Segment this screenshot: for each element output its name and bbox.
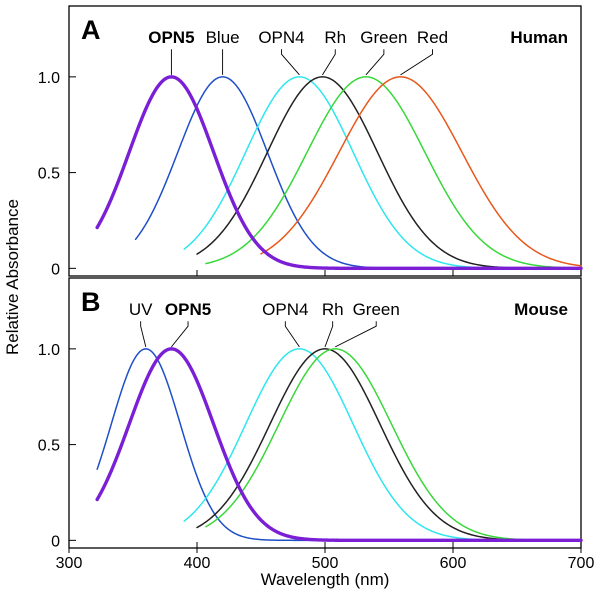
- x-tick-label-4: 700: [568, 555, 595, 572]
- leader-mouse-green: [335, 321, 377, 348]
- curve-human-red: [260, 76, 582, 267]
- label-mouse-rh: Rh: [322, 300, 344, 319]
- label-mouse-uv: UV: [129, 300, 153, 319]
- y-axis-title: Relative Absorbance: [3, 199, 22, 355]
- panel-human: A Human OPN5 Blue OPN4 Rh Green Red 0 0.5 1.0: [38, 5, 583, 278]
- label-human-opn4: OPN4: [258, 28, 304, 47]
- leader-mouse-rh: [324, 321, 334, 348]
- leader-human-green: [365, 49, 385, 76]
- panel-mouse-letter: B: [81, 287, 101, 317]
- y-tick-label-mouse-0: 0: [51, 533, 60, 550]
- x-tick-label-3: 600: [440, 555, 467, 572]
- leader-mouse-uv: [140, 321, 147, 347]
- curve-human-opn5: [95, 75, 583, 271]
- x-tick-label-0: 300: [56, 555, 83, 572]
- leader-human-rh: [322, 49, 336, 76]
- label-human-green: Green: [360, 28, 407, 47]
- label-human-red: Red: [417, 28, 448, 47]
- y-tick-label-mouse-2: 1.0: [38, 342, 60, 359]
- curve-human-green: [205, 76, 582, 269]
- leader-human-red: [400, 49, 433, 76]
- y-tick-label-human-2: 1.0: [38, 70, 60, 87]
- panel-mouse-species: Mouse: [514, 300, 568, 319]
- panel-human-letter: A: [81, 15, 101, 45]
- panel-human-curves: [95, 75, 583, 271]
- panel-human-y-axis: 0 0.5 1.0: [38, 70, 582, 278]
- leader-mouse-opn5: [171, 321, 189, 348]
- leader-human-opn4: [281, 49, 300, 76]
- x-axis-title: Wavelength (nm): [261, 570, 390, 589]
- y-tick-label-mouse-1: 0.5: [38, 438, 60, 455]
- panel-mouse: B Mouse UV OPN5 OPN4 Rh Green 0 0.5 1.0: [38, 277, 583, 550]
- label-human-rh: Rh: [324, 28, 346, 47]
- label-mouse-green: Green: [353, 300, 400, 319]
- panel-mouse-y-axis: 0 0.5 1.0: [38, 342, 582, 550]
- panel-human-labels: OPN5 Blue OPN4 Rh Green Red: [148, 28, 448, 76]
- curve-mouse-opn5: [95, 347, 583, 543]
- x-axis: 300 400 500 600 700: [56, 548, 595, 572]
- panel-human-species: Human: [510, 28, 568, 47]
- y-tick-label-human-0: 0: [51, 261, 60, 278]
- label-human-opn5: OPN5: [148, 28, 194, 47]
- leader-mouse-opn4: [284, 321, 300, 348]
- label-mouse-opn4: OPN4: [262, 300, 308, 319]
- y-tick-label-human-1: 0.5: [38, 166, 60, 183]
- label-human-blue: Blue: [206, 28, 240, 47]
- panel-mouse-curves: [95, 347, 583, 543]
- panel-mouse-labels: UV OPN5 OPN4 Rh Green: [129, 300, 400, 348]
- label-mouse-opn5: OPN5: [165, 300, 211, 319]
- x-tick-label-2: 500: [312, 555, 339, 572]
- x-tick-label-1: 400: [184, 555, 211, 572]
